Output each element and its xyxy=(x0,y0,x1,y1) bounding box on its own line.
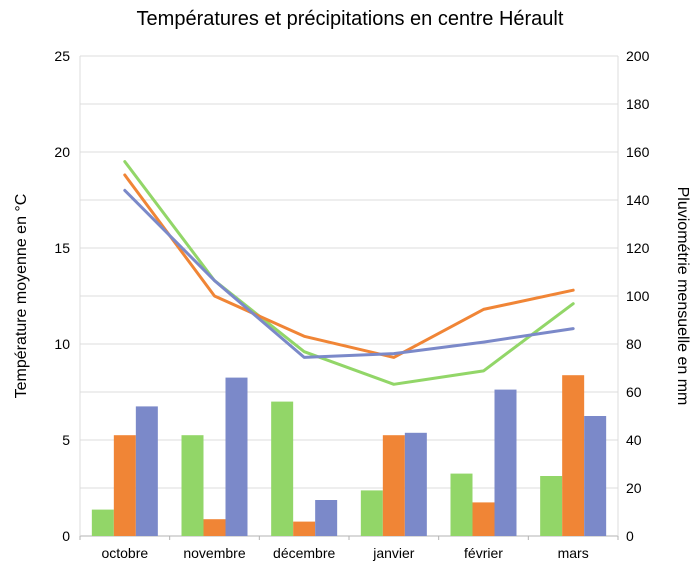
bar xyxy=(225,377,248,536)
series-line xyxy=(123,160,575,386)
right-tick-label: 20 xyxy=(626,480,642,496)
x-tick-label: février xyxy=(464,545,503,561)
bar xyxy=(494,389,517,536)
right-tick-label: 120 xyxy=(626,240,650,256)
line-series xyxy=(123,160,575,386)
left-tick-label: 20 xyxy=(54,144,70,160)
x-tick-label: janvier xyxy=(372,545,415,561)
x-tick-label: novembre xyxy=(183,545,245,561)
bar xyxy=(113,435,136,536)
right-axis-title: Pluviométrie mensuelle en mm xyxy=(674,187,691,406)
bar xyxy=(540,476,563,536)
right-tick-label: 180 xyxy=(626,96,650,112)
bar xyxy=(135,406,158,536)
bar xyxy=(450,473,473,536)
gridlines xyxy=(79,55,619,540)
bar xyxy=(404,432,427,536)
bar xyxy=(91,509,114,536)
left-axis-ticks: 0 5 10 15 20 25 xyxy=(54,48,70,544)
x-tick-label: mars xyxy=(558,545,589,561)
right-tick-label: 60 xyxy=(626,384,642,400)
left-tick-label: 15 xyxy=(54,240,70,256)
bar xyxy=(271,401,294,536)
right-tick-label: 160 xyxy=(626,144,650,160)
bar-series xyxy=(91,375,607,536)
left-tick-label: 5 xyxy=(62,432,70,448)
left-tick-label: 0 xyxy=(62,528,70,544)
right-axis-ticks: 0 20 40 60 80 100 120 140 160 180 200 xyxy=(626,48,650,544)
right-tick-label: 80 xyxy=(626,336,642,352)
bar xyxy=(562,375,585,536)
bar xyxy=(584,416,607,536)
right-tick-label: 0 xyxy=(626,528,634,544)
right-tick-label: 100 xyxy=(626,288,650,304)
right-tick-label: 140 xyxy=(626,192,650,208)
left-axis-title: Température moyenne en °C xyxy=(13,194,30,399)
bar xyxy=(360,490,383,536)
bar xyxy=(203,519,226,536)
left-tick-label: 25 xyxy=(54,48,70,64)
right-tick-label: 40 xyxy=(626,432,642,448)
right-tick-label: 200 xyxy=(626,48,650,64)
bar xyxy=(293,521,316,536)
bar xyxy=(315,500,338,536)
bar xyxy=(181,435,204,536)
series-line xyxy=(123,188,575,359)
chart-title: Températures et précipitations en centre… xyxy=(136,8,564,30)
left-tick-label: 10 xyxy=(54,336,70,352)
x-tick-label: octobre xyxy=(101,545,148,561)
bar xyxy=(472,502,495,536)
x-tick-label: décembre xyxy=(273,545,335,561)
series-line xyxy=(123,173,575,359)
x-axis-ticks: octobre novembre décembre janvier février mar… xyxy=(101,545,588,561)
bar xyxy=(382,435,405,536)
